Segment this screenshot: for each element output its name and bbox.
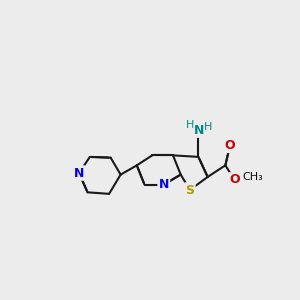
Text: O: O	[225, 139, 235, 152]
Text: CH₃: CH₃	[242, 172, 263, 182]
Text: H: H	[204, 122, 213, 132]
Text: N: N	[74, 167, 84, 180]
Text: N: N	[159, 178, 169, 191]
Text: N: N	[194, 124, 204, 137]
Text: H: H	[186, 119, 194, 130]
Text: S: S	[185, 184, 194, 196]
Text: O: O	[229, 173, 240, 187]
